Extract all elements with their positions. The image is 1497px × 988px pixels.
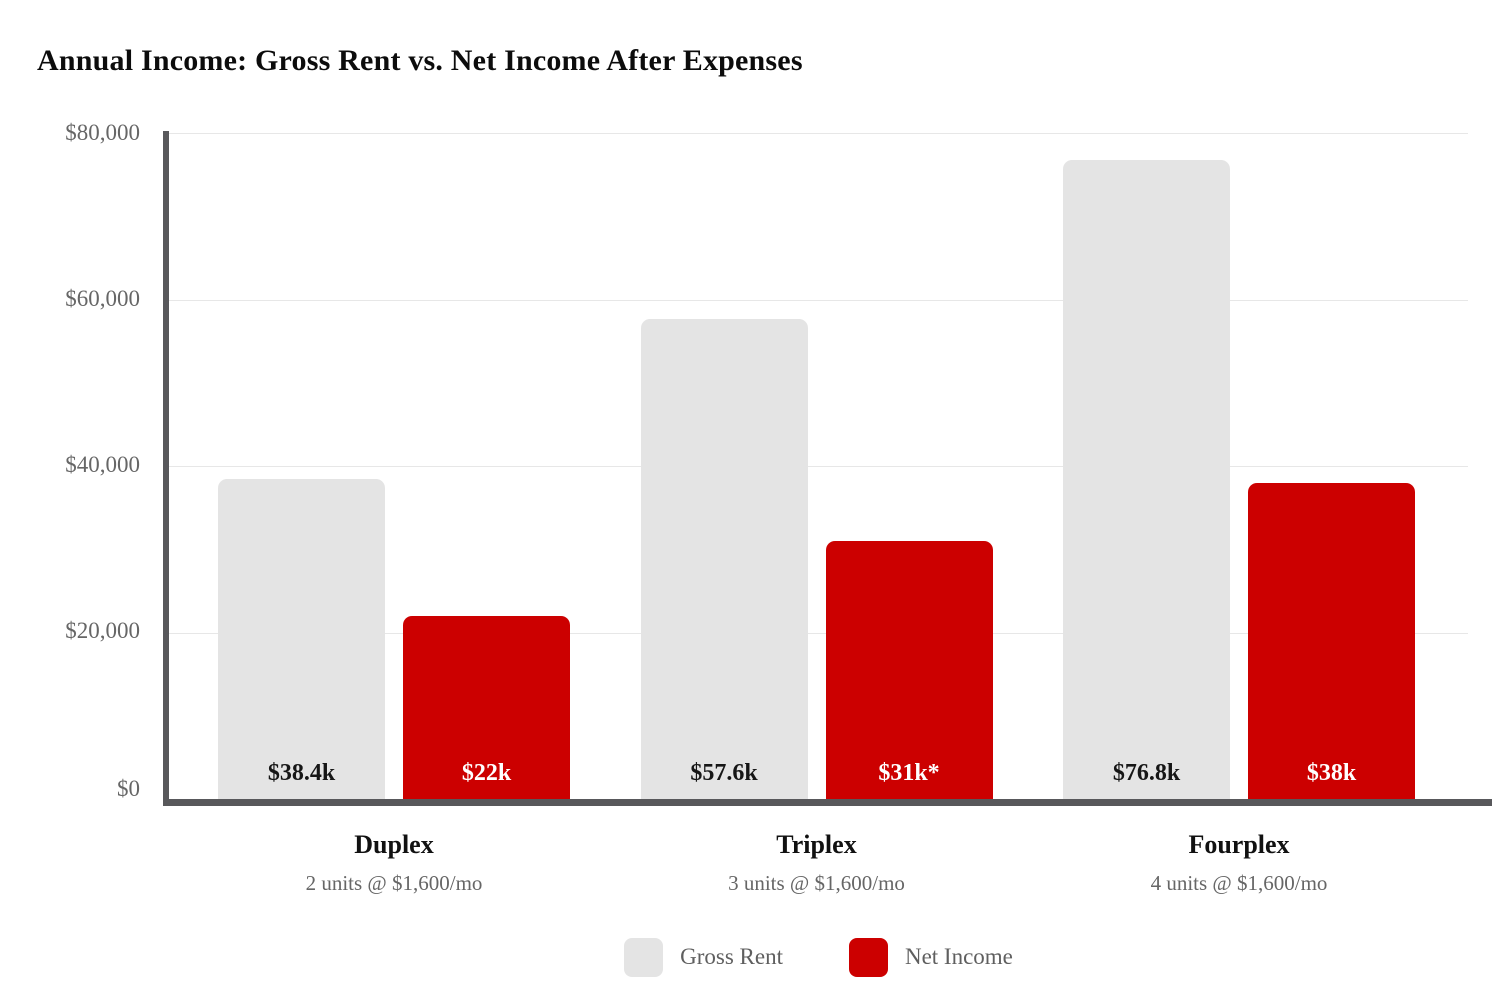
chart-title: Annual Income: Gross Rent vs. Net Income… xyxy=(37,44,803,77)
y-tick-80000: $80,000 xyxy=(65,120,140,145)
y-axis-line xyxy=(163,131,169,799)
y-tick-40000: $40,000 xyxy=(65,452,140,477)
category-duplex: Duplex 2 units @ $1,600/mo xyxy=(218,828,570,896)
gridline-80000 xyxy=(169,133,1468,134)
y-tick-60000: $60,000 xyxy=(65,286,140,311)
category-label: Triplex xyxy=(776,830,857,859)
bar-value-label: $31k* xyxy=(878,760,940,786)
category-triplex: Triplex 3 units @ $1,600/mo xyxy=(641,828,993,896)
x-axis-labels: Duplex 2 units @ $1,600/mo Triplex 3 units … xyxy=(169,828,1468,918)
bar-net-income-triplex: $31k* xyxy=(825,540,993,799)
y-tick-20000: $20,000 xyxy=(65,618,140,643)
bar-net-income-duplex: $22k xyxy=(403,615,570,799)
bar-gross-rent-fourplex: $76.8k xyxy=(1063,159,1230,799)
legend-label-net-income: Net Income xyxy=(904,944,1013,969)
legend-label-gross-rent: Gross Rent xyxy=(680,944,783,969)
category-label: Fourplex xyxy=(1188,830,1290,859)
plot-area: $38.4k $22k $57.6k $31k* $76.8k $38k xyxy=(169,133,1468,799)
x-axis-line xyxy=(163,799,1492,806)
y-tick-0: $0 xyxy=(117,776,140,801)
legend: Gross Rent Net Income xyxy=(169,936,1468,978)
gridline-40000 xyxy=(169,466,1468,467)
category-subtitle: 3 units @ $1,600/mo xyxy=(728,871,905,895)
bar-value-label: $38.4k xyxy=(267,760,336,786)
bar-value-label: $57.6k xyxy=(690,760,758,786)
bar-value-label: $76.8k xyxy=(1112,760,1181,786)
bar-gross-rent-duplex: $38.4k xyxy=(218,479,385,799)
gross-rent-swatch-icon xyxy=(624,937,664,977)
bar-net-income-fourplex: $38k xyxy=(1248,482,1415,799)
bar-value-label: $38k xyxy=(1306,760,1357,786)
bar-gross-rent-triplex: $57.6k xyxy=(640,319,808,799)
category-subtitle: 2 units @ $1,600/mo xyxy=(305,871,483,895)
legend-item-gross-rent: Gross Rent xyxy=(624,937,783,977)
category-label: Duplex xyxy=(354,830,434,859)
net-income-swatch-icon xyxy=(848,937,888,977)
category-subtitle: 4 units @ $1,600/mo xyxy=(1150,871,1328,895)
gridline-20000 xyxy=(169,632,1468,634)
gridline-60000 xyxy=(169,299,1468,301)
category-fourplex: Fourplex 4 units @ $1,600/mo xyxy=(1063,828,1415,896)
bar-value-label: $22k xyxy=(461,760,512,786)
legend-item-net-income: Net Income xyxy=(848,937,1013,977)
